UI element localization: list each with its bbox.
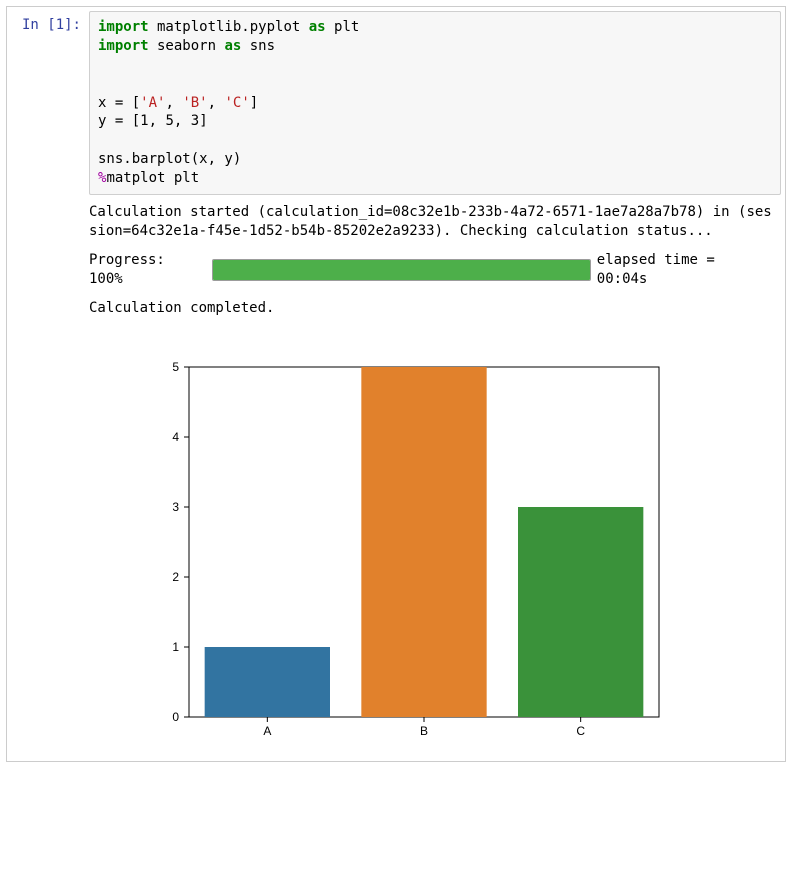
code-kw: import <box>98 19 149 35</box>
calc-completed-text: Calculation completed. <box>89 299 773 318</box>
code-text: x = [ <box>98 95 140 111</box>
bar-chart: 0 1 2 3 4 5 A B C <box>139 357 773 753</box>
code-text: matplotlib.pyplot <box>149 19 309 35</box>
progress-label: Progress: 100% <box>89 251 206 289</box>
bar-chart-svg: 0 1 2 3 4 5 A B C <box>139 357 669 747</box>
svg-text:0: 0 <box>172 710 179 724</box>
code-text: sns.barplot(x, y) <box>98 151 241 167</box>
code-text: matplot plt <box>106 170 199 186</box>
svg-text:4: 4 <box>172 430 179 444</box>
code-text: , <box>208 95 225 111</box>
input-prompt: In [1]: <box>11 11 89 33</box>
code-num: 3 <box>191 113 199 129</box>
code-kw: as <box>224 38 241 54</box>
code-kw: import <box>98 38 149 54</box>
code-str: 'C' <box>224 95 249 111</box>
code-text: , <box>165 95 182 111</box>
svg-text:1: 1 <box>172 640 179 654</box>
svg-text:3: 3 <box>172 500 179 514</box>
progress-row: Progress: 100% elapsed time = 00:04s <box>89 251 773 289</box>
code-text: ] <box>199 113 207 129</box>
code-text: sns <box>241 38 275 54</box>
svg-text:5: 5 <box>172 360 179 374</box>
code-text: ] <box>250 95 258 111</box>
svg-text:2: 2 <box>172 570 179 584</box>
progress-bar-fill <box>213 260 589 280</box>
code-text: y = [ <box>98 113 140 129</box>
code-str: 'B' <box>182 95 207 111</box>
code-input[interactable]: import matplotlib.pyplot as plt import s… <box>89 11 781 195</box>
progress-bar <box>212 259 590 281</box>
svg-text:A: A <box>263 724 271 738</box>
code-str: 'A' <box>140 95 165 111</box>
code-text: plt <box>326 19 360 35</box>
prompt-label: In [1]: <box>22 17 81 33</box>
code-num: 1 <box>140 113 148 129</box>
code-text: , <box>174 113 191 129</box>
elapsed-label: elapsed time = 00:04s <box>597 251 773 289</box>
notebook-cell: In [1]: import matplotlib.pyplot as plt … <box>6 6 786 762</box>
calc-status-text: Calculation started (calculation_id=08c3… <box>89 203 773 241</box>
code-text: seaborn <box>149 38 225 54</box>
code-kw: as <box>309 19 326 35</box>
svg-text:C: C <box>576 724 585 738</box>
output-area: Calculation started (calculation_id=08c3… <box>89 195 781 753</box>
svg-text:B: B <box>420 724 428 738</box>
code-text: , <box>149 113 166 129</box>
code-num: 5 <box>165 113 173 129</box>
input-row: In [1]: import matplotlib.pyplot as plt … <box>11 11 781 195</box>
